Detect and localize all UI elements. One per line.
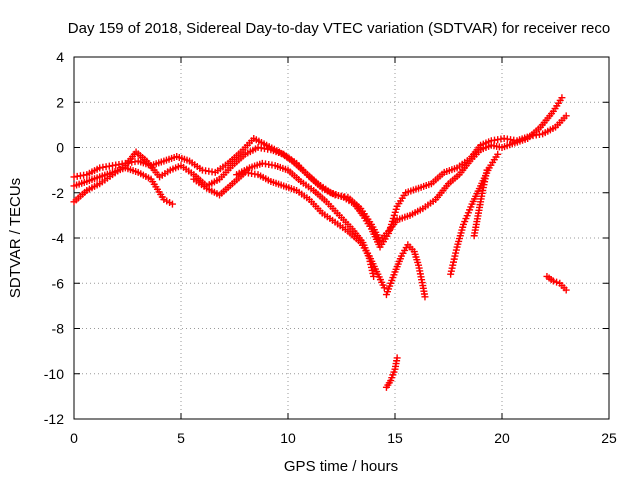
data-point [393, 354, 401, 362]
y-tick-label: 0 [56, 140, 64, 156]
data-point [168, 200, 176, 208]
y-tick-label: -2 [52, 185, 65, 201]
y-tick-label: 2 [56, 94, 64, 110]
y-tick-label: -12 [44, 411, 64, 427]
chart-title: Day 159 of 2018, Sidereal Day-to-day VTE… [68, 20, 610, 37]
series-track-9 [470, 166, 491, 240]
series-track-4 [190, 168, 388, 292]
y-tick-label: -6 [52, 275, 65, 291]
y-tick-label: 4 [56, 49, 64, 65]
data-point [370, 272, 378, 280]
y-tick-label: -8 [52, 321, 65, 337]
x-tick-label: 5 [177, 430, 185, 446]
data-points [70, 94, 570, 391]
data-point [549, 277, 557, 285]
y-axis-label: SDTVAR / TECUs [7, 178, 24, 298]
series-track-2 [70, 112, 570, 251]
x-tick-label: 10 [280, 430, 296, 446]
data-point [553, 278, 561, 286]
data-point [562, 112, 570, 120]
data-point [494, 150, 502, 158]
series-track-7 [382, 354, 401, 391]
x-tick-label: 15 [387, 430, 403, 446]
series-track-1 [70, 94, 566, 244]
series-track-5 [233, 159, 378, 280]
x-axis-label: GPS time / hours [284, 458, 398, 475]
x-tick-label: 25 [601, 430, 617, 446]
data-point [562, 286, 570, 294]
x-tick-label: 20 [494, 430, 510, 446]
data-point [380, 284, 388, 292]
series-track-10 [543, 272, 570, 294]
series-track-3 [70, 164, 176, 208]
data-point [558, 94, 566, 102]
x-tick-label: 0 [70, 430, 78, 446]
series-track-6 [382, 241, 429, 301]
data-point [483, 166, 491, 174]
data-point [421, 293, 429, 301]
y-tick-label: -10 [44, 366, 64, 382]
grid [74, 57, 609, 419]
y-tick-label: -4 [52, 230, 65, 246]
